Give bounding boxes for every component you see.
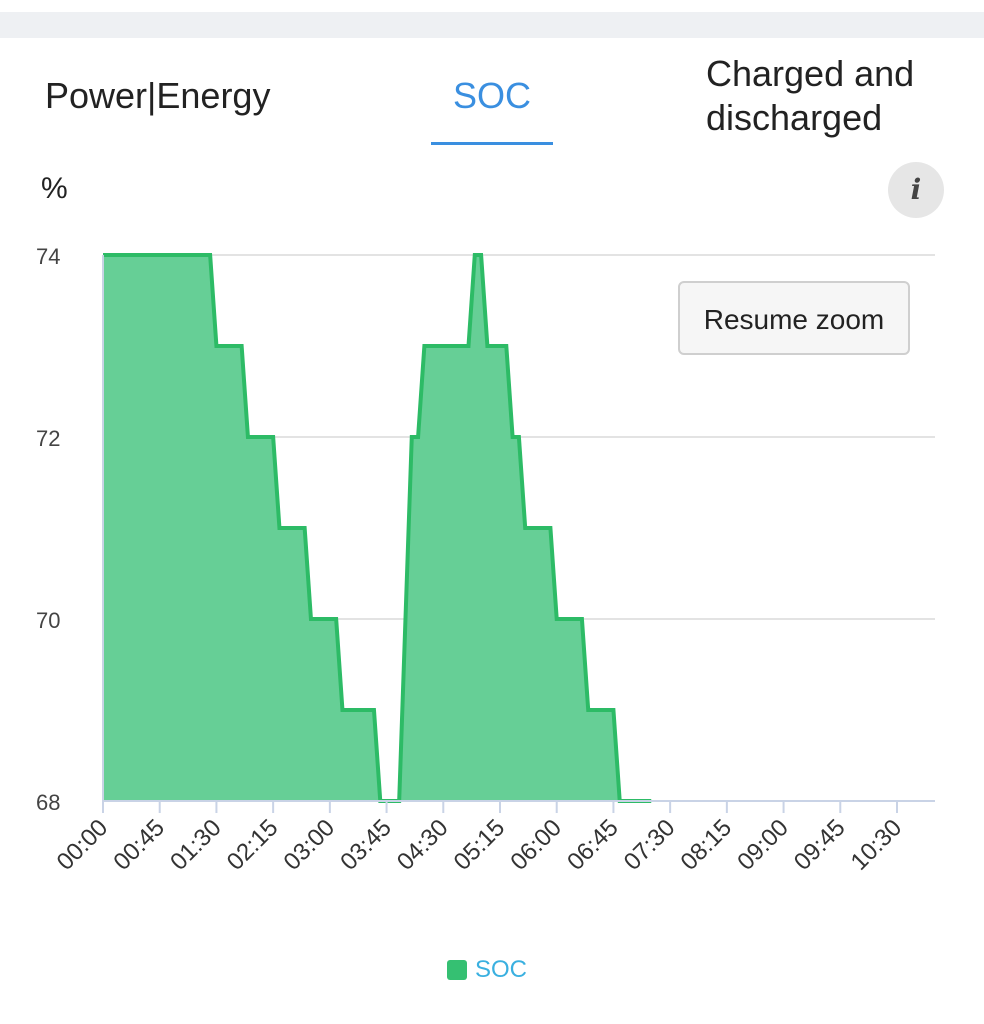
top-strip (0, 12, 984, 38)
soc-line (103, 253, 652, 803)
x-tick-label: 03:45 (335, 814, 397, 876)
tab-soc-underline (431, 142, 553, 145)
soc-area (103, 255, 652, 801)
tab-charged-discharged[interactable]: Charged and discharged (706, 53, 915, 138)
x-tick-label: 09:45 (789, 814, 851, 876)
x-tick-label: 04:30 (392, 814, 454, 876)
x-tick-label: 06:45 (562, 814, 624, 876)
x-tick-label: 07:30 (619, 814, 681, 876)
y-axis-unit: % (41, 172, 68, 205)
resume-zoom-button[interactable]: Resume zoom (678, 281, 910, 355)
x-tick-label: 02:15 (222, 814, 284, 876)
y-tick-label: 74 (36, 244, 60, 269)
x-tick-label: 03:00 (279, 814, 341, 876)
x-tick-label: 06:00 (505, 814, 567, 876)
y-tick-label: 70 (36, 608, 60, 633)
legend-label: SOC (475, 956, 528, 983)
x-tick-label: 00:45 (108, 814, 170, 876)
x-tick-label: 00:00 (52, 814, 114, 876)
soc-chart: 68 70 72 74 00:0000:4501:3002:1503:0003:4504… (36, 244, 935, 876)
legend-swatch (447, 960, 467, 980)
x-tick-label: 08:15 (676, 814, 738, 876)
legend-item-soc[interactable]: SOC (447, 955, 527, 985)
tab-soc[interactable]: SOC (452, 75, 531, 116)
tab-power-energy[interactable]: Power|Energy (45, 75, 271, 116)
tab-bar: Power|Energy SOC Charged and discharged (0, 38, 984, 158)
x-tick-label: 01:30 (165, 814, 227, 876)
info-icon[interactable]: i (888, 162, 944, 218)
y-tick-label: 68 (36, 790, 60, 815)
y-tick-label: 72 (36, 426, 60, 451)
x-tick-label: 05:15 (449, 814, 511, 876)
x-tick-label: 10:30 (846, 814, 908, 876)
x-tick-label: 09:00 (732, 814, 794, 876)
